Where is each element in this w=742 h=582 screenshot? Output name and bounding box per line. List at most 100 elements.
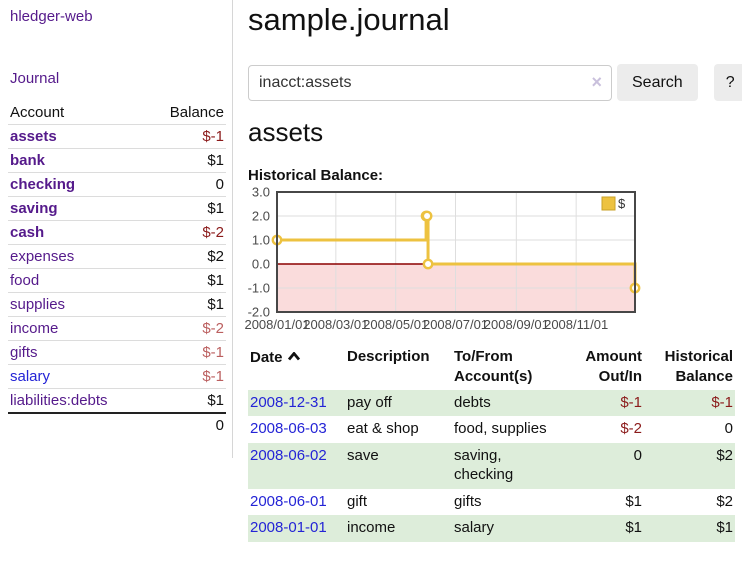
account-link-salary[interactable]: salary: [10, 368, 51, 385]
transaction-accounts: food, supplies: [454, 420, 547, 438]
chart-border: [276, 191, 636, 313]
account-row-food: food $1: [8, 268, 226, 293]
account-balance: $1: [207, 296, 224, 313]
chart-y-tick-label: 1.0: [252, 233, 270, 248]
account-balance: $1: [207, 392, 224, 409]
account-link-cash[interactable]: cash: [10, 224, 45, 241]
register-header-description: Description: [347, 348, 430, 365]
clear-search-icon[interactable]: ×: [591, 71, 602, 92]
main-panel: sample.journal × Search ? assets Histori…: [244, 0, 742, 543]
account-balance: $-2: [202, 224, 224, 241]
transaction-amount: $-2: [620, 420, 642, 438]
account-link-gifts[interactable]: gifts: [10, 344, 38, 361]
account-balance: $-1: [202, 368, 224, 385]
transaction-accounts: saving, checking: [454, 447, 514, 483]
chart-x-tick-label: 2008/11/01: [544, 317, 608, 332]
account-balance: $2: [207, 248, 224, 265]
historical-balance-chart: $3.0 2.0 1.0 0.0 -1.0 -2.02008/01/012008/03/0…: [244, 185, 641, 332]
account-link-liabilities-debts[interactable]: liabilities:debts: [10, 392, 108, 409]
register-header-date-label: Date: [250, 349, 283, 366]
transaction-amount: $-1: [620, 393, 642, 411]
chart-x-tick-label: 2008/01/01: [244, 317, 309, 332]
account-balance: $-2: [202, 320, 224, 337]
account-heading: assets: [248, 117, 324, 147]
transaction-amount: $1: [625, 519, 642, 537]
search-input[interactable]: [248, 64, 612, 101]
chart-y-tick-label: 2.0: [252, 209, 270, 224]
account-balance: $-1: [202, 128, 224, 145]
transaction-description: income: [347, 519, 396, 537]
app-title-link[interactable]: hledger-web: [10, 8, 93, 25]
account-row-salary: salary $-1: [8, 364, 226, 389]
transaction-date-link[interactable]: 2008-06-01: [250, 492, 327, 510]
page-title: sample.journal: [248, 2, 450, 37]
register-row: 2008-12-31 pay off debts $-1 $-1: [248, 389, 735, 417]
account-row-supplies: supplies $1: [8, 292, 226, 317]
transaction-description: gift: [347, 492, 368, 510]
account-row-gifts: gifts $-1: [8, 340, 226, 365]
register-header-date[interactable]: Date: [248, 344, 345, 390]
sidebar: hledger-web Journal Account Balance asse…: [0, 0, 233, 458]
transaction-description: save: [347, 447, 379, 465]
transaction-accounts: gifts: [454, 492, 482, 510]
transaction-date-link[interactable]: 2008-12-31: [250, 393, 327, 411]
accounts-header-row: Account Balance: [8, 101, 226, 125]
account-balance: $1: [207, 152, 224, 169]
search-box: ×: [248, 64, 612, 101]
accounts-header-account: Account: [10, 104, 65, 121]
register-row: 2008-06-02 save saving, checking 0 $2: [248, 443, 735, 489]
account-link-expenses[interactable]: expenses: [10, 248, 75, 265]
account-row-bank: bank $1: [8, 148, 226, 173]
chart-legend-label: $: [618, 196, 626, 211]
account-row-liabilities-debts: liabilities:debts $1: [8, 388, 226, 414]
account-link-saving[interactable]: saving: [10, 200, 58, 217]
accounts-total-value: 0: [215, 417, 224, 434]
chart-x-tick-label: 2008/03/01: [303, 317, 368, 332]
accounts-total-row: 0: [8, 413, 226, 437]
register-table: Date Description To/From Account(s) Amou…: [248, 344, 735, 543]
account-row-saving: saving $1: [8, 196, 226, 221]
account-row-assets: assets $-1: [8, 124, 226, 149]
chart-x-tick-label: 2008/05/01: [363, 317, 428, 332]
chart-y-tick-label: 3.0: [252, 185, 270, 200]
account-link-assets[interactable]: assets: [10, 128, 57, 145]
transaction-amount: $1: [625, 492, 642, 510]
register-header-balance: Historical Balance: [664, 348, 733, 385]
chart-legend-swatch: [601, 196, 616, 211]
transaction-balance: $1: [716, 519, 733, 537]
help-button[interactable]: ?: [713, 64, 742, 101]
transaction-amount: 0: [633, 447, 642, 465]
transaction-date-link[interactable]: 2008-01-01: [250, 519, 327, 537]
chart-data-point: [422, 258, 434, 270]
register-row: 2008-06-01 gift gifts $1 $2: [248, 489, 735, 516]
account-balance: $1: [207, 200, 224, 217]
account-row-expenses: expenses $2: [8, 244, 226, 269]
chart-y-tick-label: 0.0: [252, 257, 270, 272]
account-link-checking[interactable]: checking: [10, 176, 76, 193]
transaction-date-link[interactable]: 2008-06-02: [250, 447, 327, 465]
sort-ascending-icon: [287, 347, 301, 367]
register-header-row: Date Description To/From Account(s) Amou…: [248, 344, 735, 390]
transaction-balance: 0: [724, 420, 733, 438]
account-balance: $1: [207, 272, 224, 289]
account-link-income[interactable]: income: [10, 320, 59, 337]
account-balance: $-1: [202, 344, 224, 361]
account-row-income: income $-2: [8, 316, 226, 341]
account-link-food[interactable]: food: [10, 272, 40, 289]
transaction-balance: $-1: [711, 393, 733, 411]
account-row-checking: checking 0: [8, 172, 226, 197]
account-link-bank[interactable]: bank: [10, 152, 46, 169]
register-header-amount: Amount Out/In: [585, 348, 642, 385]
account-link-supplies[interactable]: supplies: [10, 296, 66, 313]
account-balance: 0: [215, 176, 224, 193]
chart-y-tick-label: -1.0: [248, 281, 270, 296]
chart-y-tick-label: -2.0: [248, 305, 270, 320]
accounts-table: Account Balance assets $-1 bank $1 check…: [8, 101, 226, 437]
transaction-accounts: salary: [454, 519, 495, 537]
register-header-accounts: To/From Account(s): [454, 348, 533, 385]
journal-link[interactable]: Journal: [10, 70, 60, 87]
transaction-date-link[interactable]: 2008-06-03: [250, 420, 327, 438]
search-button[interactable]: Search: [617, 64, 698, 101]
transaction-balance: $2: [716, 447, 733, 465]
transaction-description: eat & shop: [347, 420, 419, 438]
